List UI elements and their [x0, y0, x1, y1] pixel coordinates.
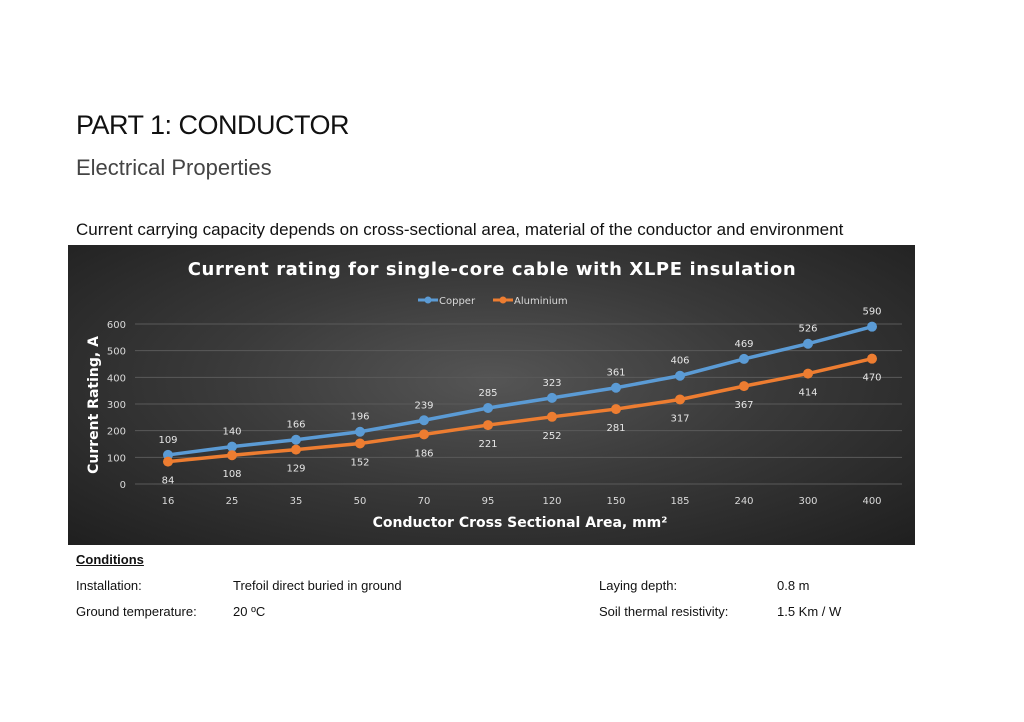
y-tick-label: 500: [107, 347, 126, 358]
x-tick-label: 120: [542, 496, 561, 507]
data-label: 470: [862, 373, 881, 384]
chart-svg: Current rating for single-core cable wit…: [86, 259, 902, 531]
x-tick-label: 35: [290, 496, 303, 507]
data-point: [227, 450, 237, 461]
data-label: 469: [734, 339, 753, 350]
installation-value: Trefoil direct buried in ground: [233, 578, 402, 593]
intro-text: Current carrying capacity depends on cro…: [76, 220, 844, 239]
data-point: [803, 338, 813, 349]
data-point: [547, 411, 557, 422]
chart-title: Current rating for single-core cable wit…: [188, 259, 797, 280]
data-point: [611, 382, 621, 393]
data-label: 186: [414, 448, 433, 459]
data-point: [739, 381, 749, 392]
data-label: 166: [286, 420, 305, 431]
data-point: [803, 368, 813, 379]
y-tick-label: 100: [107, 453, 126, 464]
laying-depth-value: 0.8 m: [777, 578, 810, 593]
y-tick-label: 200: [107, 427, 126, 438]
soil-resistivity-label: Soil thermal resistivity:: [599, 604, 729, 619]
data-point: [739, 353, 749, 364]
data-label: 152: [350, 457, 369, 468]
legend-marker: [424, 296, 432, 304]
data-label: 406: [670, 356, 689, 367]
data-label: 285: [478, 388, 497, 399]
soil-resistivity-value: 1.5 Km / W: [777, 604, 842, 619]
x-axis-label: Conductor Cross Sectional Area, mm²: [373, 515, 668, 531]
data-label: 221: [478, 439, 497, 450]
data-point: [163, 456, 173, 467]
data-point: [419, 429, 429, 440]
x-tick-label: 50: [354, 496, 367, 507]
x-tick-label: 300: [798, 496, 817, 507]
data-label: 84: [162, 476, 175, 487]
data-label: 108: [222, 469, 241, 480]
series-line-aluminium: [167, 356, 873, 464]
y-tick-label: 300: [107, 400, 126, 411]
chart: Current rating for single-core cable wit…: [68, 245, 915, 545]
data-label: 323: [542, 378, 561, 389]
data-label: 129: [286, 464, 305, 475]
data-label: 140: [222, 427, 241, 438]
data-point: [611, 404, 621, 415]
x-tick-label: 400: [862, 496, 881, 507]
data-label: 109: [158, 435, 177, 446]
y-tick-label: 600: [107, 320, 126, 331]
x-tick-label: 95: [482, 496, 495, 507]
data-label: 590: [862, 307, 881, 318]
data-point: [355, 438, 365, 449]
series-line-copper: [167, 324, 873, 457]
data-point: [483, 420, 493, 431]
data-point: [291, 434, 301, 445]
x-tick-label: 150: [606, 496, 625, 507]
ground-temp-value: 20 ºC: [233, 604, 266, 619]
y-axis-label: Current Rating, A: [86, 336, 102, 474]
page-heading: PART 1: CONDUCTOR: [76, 110, 350, 140]
data-label: 239: [414, 400, 433, 411]
x-tick-label: 240: [734, 496, 753, 507]
ground-temp-label: Ground temperature:: [76, 604, 197, 619]
data-label: 252: [542, 431, 561, 442]
data-point: [867, 353, 877, 364]
legend-marker: [499, 296, 507, 304]
data-point: [483, 403, 493, 413]
data-label: 526: [798, 324, 817, 335]
y-tick-label: 400: [107, 373, 126, 384]
data-point: [675, 394, 685, 405]
page-subheading: Electrical Properties: [76, 155, 272, 180]
x-tick-label: 70: [418, 496, 431, 507]
legend-label: Aluminium: [514, 296, 568, 307]
data-label: 281: [606, 423, 625, 434]
data-label: 317: [670, 413, 689, 424]
x-tick-label: 16: [162, 496, 175, 507]
data-label: 196: [350, 412, 369, 423]
x-tick-label: 25: [226, 496, 239, 507]
data-point: [675, 370, 685, 381]
data-point: [547, 392, 557, 403]
data-label: 361: [606, 368, 625, 379]
installation-label: Installation:: [76, 578, 142, 593]
laying-depth-label: Laying depth:: [599, 578, 678, 593]
conditions-title: Conditions: [76, 552, 144, 567]
data-label: 414: [798, 388, 817, 399]
data-point: [227, 441, 237, 452]
data-point: [291, 444, 301, 455]
data-point: [355, 426, 365, 437]
data-label: 367: [734, 400, 753, 411]
y-tick-label: 0: [120, 480, 126, 491]
data-point: [419, 415, 429, 426]
x-tick-label: 185: [670, 496, 689, 507]
legend-label: Copper: [439, 296, 476, 307]
data-point: [867, 321, 877, 332]
